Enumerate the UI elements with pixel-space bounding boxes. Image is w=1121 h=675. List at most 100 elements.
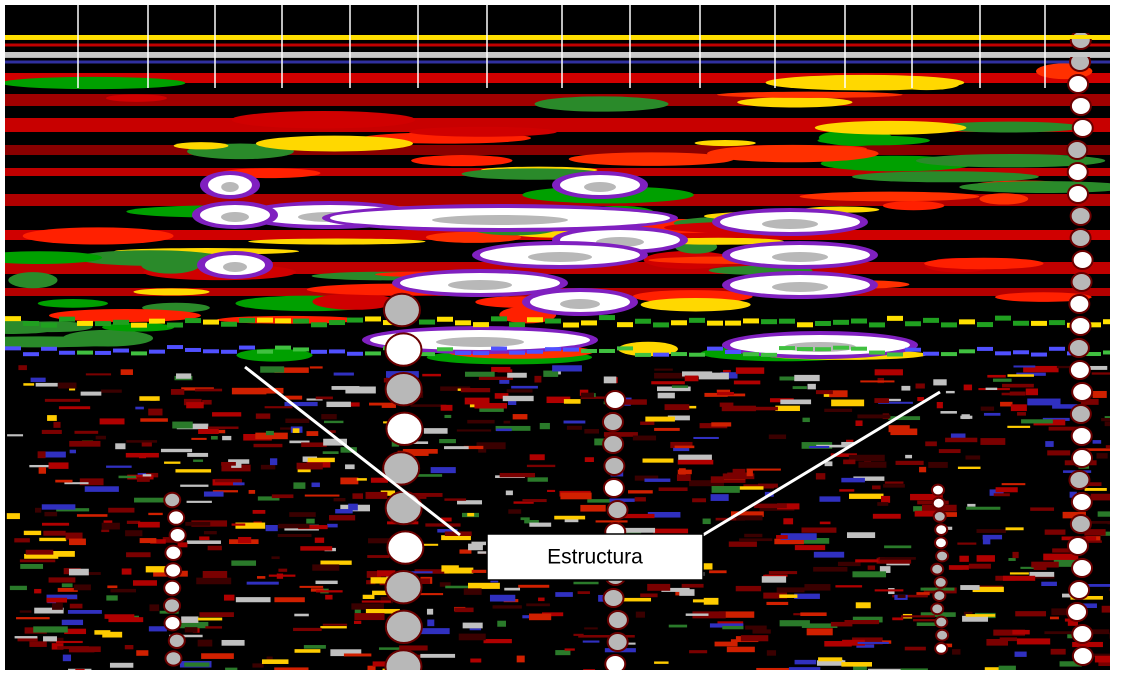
noise-patch: [10, 586, 27, 590]
noise-patch: [986, 639, 1008, 646]
noise-patch: [1002, 384, 1034, 388]
noise-patch: [69, 441, 100, 447]
noise-patch: [1098, 511, 1112, 516]
noise-patch: [578, 591, 590, 594]
noise-patch: [801, 527, 836, 532]
noise-patch: [875, 589, 904, 591]
noise-patch: [503, 396, 534, 401]
noise-patch: [966, 614, 996, 617]
noise-patch: [745, 626, 767, 630]
reflection-band: [581, 349, 597, 353]
radargram-figure: Estructura: [0, 0, 1121, 675]
noise-patch: [540, 423, 550, 429]
noise-patch: [993, 379, 1012, 382]
noise-patch: [316, 397, 333, 400]
noise-patch: [467, 420, 494, 424]
noise-patch: [224, 595, 235, 601]
noise-patch: [300, 546, 332, 550]
reflection-band: [23, 352, 39, 356]
noise-patch: [52, 603, 63, 610]
noise-patch: [102, 523, 120, 530]
noise-patch: [297, 463, 323, 470]
noise-patch: [253, 510, 266, 514]
noise-patch: [149, 604, 159, 611]
noise-patch: [901, 615, 935, 617]
reflection-blob: [411, 155, 512, 166]
column-anomaly: [605, 655, 625, 673]
column-anomaly: [1072, 383, 1092, 401]
noise-patch: [222, 436, 231, 440]
noise-patch: [1007, 426, 1030, 428]
noise-patch: [320, 561, 351, 565]
noise-patch: [640, 593, 657, 597]
noise-patch: [148, 513, 162, 515]
noise-patch: [881, 496, 890, 503]
noise-patch: [647, 584, 670, 591]
noise-patch: [427, 609, 433, 615]
noise-patch: [838, 562, 861, 566]
column-anomaly: [933, 498, 945, 509]
noise-patch: [316, 590, 343, 592]
noise-patch: [849, 494, 884, 499]
reflection-band: [1103, 319, 1119, 324]
noise-patch: [149, 626, 167, 631]
noise-patch: [969, 564, 991, 569]
noise-patch: [274, 597, 304, 602]
noise-patch: [26, 550, 54, 555]
noise-patch: [967, 504, 975, 507]
reflection-band: [815, 347, 831, 351]
noise-patch: [813, 567, 847, 572]
noise-patch: [236, 597, 271, 602]
reflection-band: [1049, 347, 1065, 351]
column-anomaly: [1068, 75, 1088, 93]
noise-patch: [464, 588, 482, 595]
noise-patch: [794, 594, 820, 599]
reflection-band: [869, 351, 885, 355]
noise-patch: [779, 594, 797, 597]
noise-patch: [110, 589, 136, 592]
noise-patch: [441, 565, 458, 571]
reflection-blob: [256, 136, 413, 152]
reflection-band: [941, 352, 957, 356]
noise-patch: [43, 636, 57, 641]
reflection-band: [185, 318, 201, 323]
reflection-band: [1031, 321, 1047, 326]
column-anomaly: [936, 551, 948, 562]
noise-patch: [305, 495, 340, 497]
reflection-band: [5, 346, 21, 350]
noise-patch: [633, 436, 656, 441]
reflection-band: [707, 347, 723, 351]
noise-patch: [585, 457, 594, 462]
noise-patch: [507, 389, 533, 392]
noise-patch: [431, 467, 456, 473]
noise-patch: [1021, 419, 1053, 423]
noise-patch: [100, 418, 125, 424]
noise-patch: [739, 538, 772, 541]
noise-patch: [101, 390, 122, 393]
noise-patch: [1110, 633, 1121, 639]
noise-patch: [357, 478, 367, 481]
noise-patch: [857, 414, 890, 418]
noise-patch: [316, 581, 338, 584]
noise-patch: [762, 576, 786, 583]
noise-patch: [212, 412, 241, 416]
noise-patch: [981, 407, 994, 411]
noise-patch: [367, 555, 389, 558]
noise-patch: [892, 617, 903, 620]
noise-patch: [596, 520, 628, 522]
reflector-core: [221, 212, 249, 222]
reflection-blob: [535, 96, 669, 111]
noise-patch: [74, 431, 98, 434]
noise-patch: [231, 560, 256, 565]
noise-patch: [121, 369, 133, 375]
reflection-blob: [800, 192, 980, 202]
noise-patch: [344, 653, 371, 656]
reflection-blob: [979, 193, 1028, 204]
noise-patch: [345, 464, 355, 469]
noise-patch: [266, 431, 274, 435]
noise-patch: [201, 653, 234, 659]
noise-patch: [1017, 638, 1050, 644]
noise-patch: [580, 505, 605, 512]
noise-patch: [741, 635, 768, 641]
noise-patch: [547, 490, 555, 492]
